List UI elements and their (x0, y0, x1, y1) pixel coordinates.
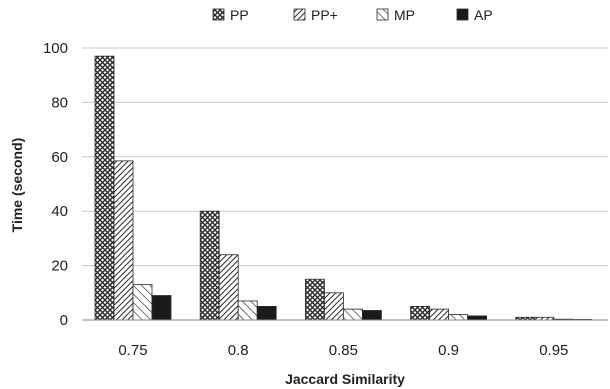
legend-label: MP (394, 7, 415, 23)
x-tick-label: 0.75 (118, 342, 147, 359)
y-tick-label: 40 (51, 203, 68, 220)
bar-pp-0.85 (304, 278, 325, 321)
bars (94, 55, 593, 321)
y-tick-label: 100 (43, 40, 68, 57)
x-tick-label: 0.9 (438, 342, 459, 359)
y-axis-title: Time (second) (9, 138, 25, 233)
bar-pp-plus-0.85 (323, 292, 344, 321)
x-axis-title: Jaccard Similarity (285, 371, 405, 387)
bar-ap-0.8 (256, 305, 277, 321)
y-tick-label: 80 (51, 94, 68, 111)
y-axis-ticks: 0 20 40 60 80 100 (43, 40, 68, 329)
legend-label: PP+ (311, 7, 338, 23)
x-tick-label: 0.85 (329, 342, 358, 359)
y-tick-label: 60 (51, 149, 68, 166)
y-tick-label: 0 (60, 312, 68, 329)
legend: PP PP+ MP AP (212, 7, 493, 23)
bar-mp-0.85 (342, 308, 363, 321)
bar-pp-plus-0.9 (429, 308, 450, 321)
x-axis-ticks: 0.75 0.8 0.85 0.9 0.95 (118, 342, 568, 359)
bar-pp-0.75 (94, 55, 115, 321)
bar-pp-plus-0.8 (218, 254, 239, 321)
bar-ap-0.85 (361, 310, 382, 321)
legend-swatch-pp (212, 8, 225, 21)
y-tick-label: 20 (51, 258, 68, 275)
legend-swatch-pp-plus (293, 8, 306, 21)
bar-mp-0.9 (448, 314, 469, 321)
bar-ap-0.75 (151, 295, 172, 321)
bar-mp-0.75 (132, 284, 153, 321)
legend-swatch-mp (376, 8, 389, 21)
legend-label: PP (230, 7, 249, 23)
x-tick-label: 0.95 (539, 342, 568, 359)
bar-pp-plus-0.75 (113, 160, 134, 321)
gridlines (82, 47, 608, 267)
bar-ap-0.9 (467, 315, 488, 321)
legend-swatch-ap (456, 8, 469, 21)
bar-pp-0.9 (410, 305, 431, 321)
legend-label: AP (474, 7, 493, 23)
x-tick-label: 0.8 (228, 342, 249, 359)
bar-mp-0.8 (237, 300, 258, 321)
bar-pp-0.8 (199, 210, 220, 321)
